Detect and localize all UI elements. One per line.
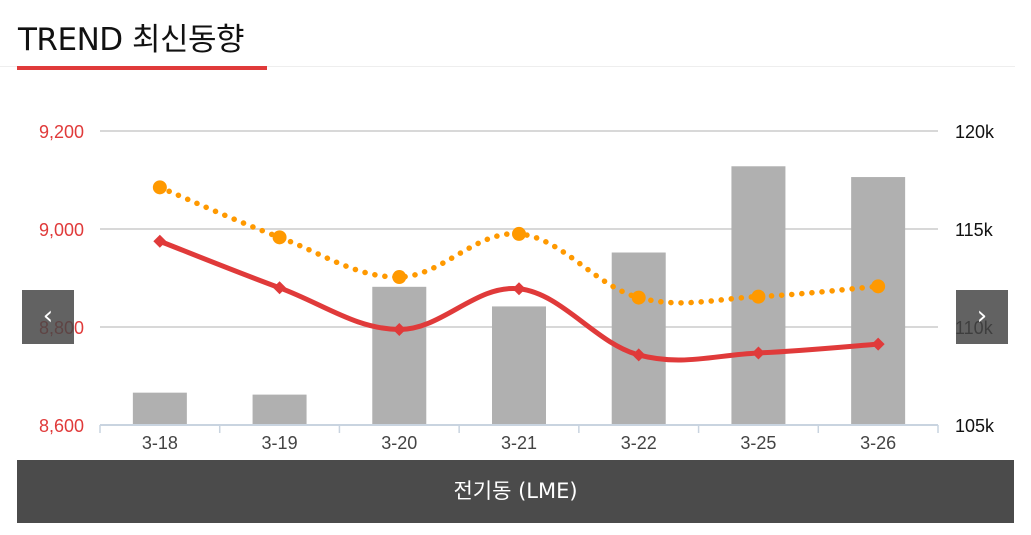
- next-slide-button[interactable]: ›: [956, 290, 1008, 344]
- dotted-series-point: [512, 226, 526, 241]
- x-axis-tick-label: 3-18: [142, 433, 178, 453]
- solid-series-point: [273, 281, 287, 295]
- right-axis-tick-label: 115k: [955, 220, 994, 240]
- page-title: TREND 최신동향: [18, 22, 245, 58]
- x-axis-tick-label: 3-26: [860, 433, 896, 453]
- header-divider: [0, 66, 1015, 67]
- bar: [372, 286, 427, 425]
- bar: [492, 306, 546, 425]
- solid-series-point: [153, 234, 167, 248]
- x-axis-tick-label: 3-21: [501, 433, 537, 453]
- left-axis-tick-label: 8,600: [39, 416, 84, 436]
- dotted-series-point: [392, 270, 407, 285]
- solid-series-point: [512, 282, 526, 296]
- x-axis-tick-label: 3-20: [381, 433, 417, 453]
- solid-series-point: [632, 348, 646, 362]
- bar: [132, 392, 187, 425]
- dotted-series-point: [751, 289, 766, 304]
- chevron-right-icon: ›: [976, 301, 988, 331]
- x-axis-tick-label: 3-19: [262, 433, 298, 453]
- bar: [611, 252, 666, 425]
- title-underline: [17, 66, 267, 70]
- solid-series-point: [751, 346, 765, 360]
- dotted-series-point: [272, 230, 287, 245]
- bar: [851, 177, 906, 425]
- dotted-series-point: [871, 279, 886, 294]
- bar: [252, 394, 307, 425]
- solid-series-point: [392, 322, 406, 336]
- caption-label: 전기동 (LME): [453, 479, 578, 503]
- caption-bar: 전기동 (LME): [17, 460, 1014, 523]
- chevron-left-icon: ‹: [42, 301, 54, 331]
- section-header: TREND 최신동향: [0, 0, 1015, 70]
- x-axis-tick-label: 3-25: [740, 433, 776, 453]
- x-axis-tick-label: 3-22: [621, 433, 657, 453]
- left-axis-tick-label: 9,000: [39, 220, 84, 240]
- solid-series-point: [871, 337, 885, 351]
- prev-slide-button[interactable]: ‹: [22, 290, 74, 344]
- right-axis-tick-label: 105k: [955, 416, 995, 436]
- dotted-series-point: [631, 290, 646, 305]
- left-axis-tick-label: 9,200: [39, 122, 84, 142]
- dotted-series-point: [152, 180, 167, 195]
- right-axis-tick-label: 120k: [955, 122, 995, 142]
